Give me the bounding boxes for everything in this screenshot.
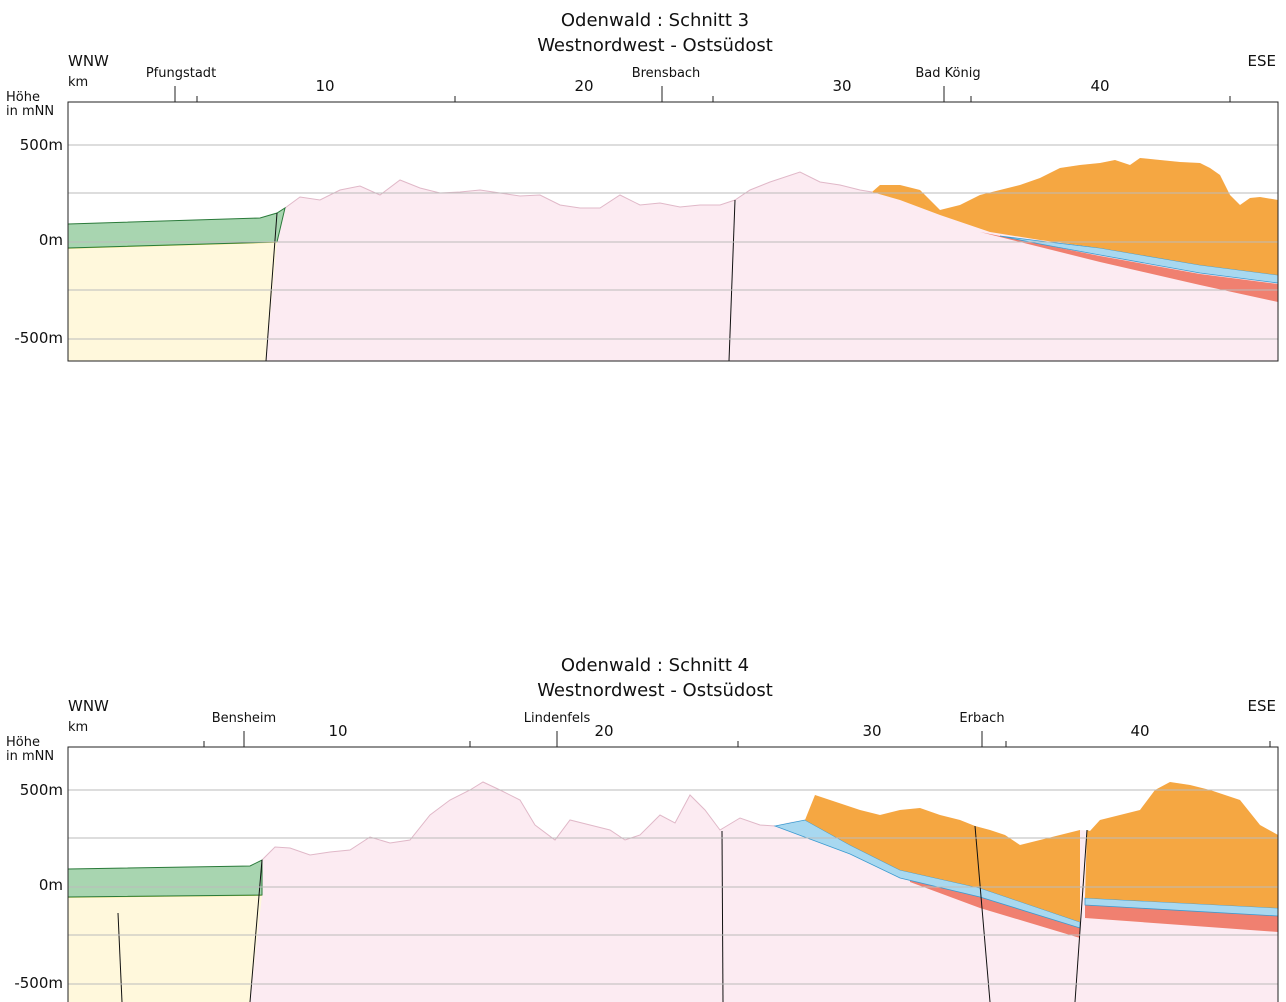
km-label: 20 <box>594 722 613 740</box>
direction-right: ESE <box>1248 52 1276 70</box>
subtitle: Westnordwest - Ostsüdost <box>537 35 773 56</box>
sediment-yellow <box>68 895 262 1002</box>
subtitle: Westnordwest - Ostsüdost <box>537 680 773 701</box>
height-label: Höhe <box>6 90 40 105</box>
km-label: 30 <box>832 77 851 95</box>
place-label: Bensheim <box>212 711 276 726</box>
direction-right: ESE <box>1248 697 1276 715</box>
direction-left: WNW <box>68 52 109 70</box>
height-label: in mNN <box>6 104 54 119</box>
km-label: 20 <box>574 77 593 95</box>
height-tick-label: -500m <box>14 974 63 992</box>
ticks <box>204 731 1270 747</box>
height-tick-label: 0m <box>39 231 63 249</box>
height-tick-label: -500m <box>14 329 63 347</box>
height-label: in mNN <box>6 749 54 764</box>
direction-left: WNW <box>68 697 109 715</box>
title: Odenwald : Schnitt 3 <box>561 10 749 31</box>
place-label: Bad König <box>915 66 980 81</box>
km-label: 40 <box>1130 722 1149 740</box>
km-label: 40 <box>1090 77 1109 95</box>
distance-unit: km <box>68 75 88 90</box>
height-tick-label: 0m <box>39 876 63 894</box>
place-label: Brensbach <box>632 66 701 81</box>
km-label: 10 <box>328 722 347 740</box>
place-label: Pfungstadt <box>146 66 216 81</box>
place-label: Lindenfels <box>524 711 591 726</box>
sediment-yellow <box>68 242 277 361</box>
section-4: Odenwald : Schnitt 4 Westnordwest - Osts… <box>6 655 1278 1002</box>
distance-unit: km <box>68 720 88 735</box>
km-label: 30 <box>862 722 881 740</box>
height-label: Höhe <box>6 735 40 750</box>
height-tick-label: 500m <box>20 781 63 799</box>
km-label: 10 <box>315 77 334 95</box>
section-3: Odenwald : Schnitt 3 Westnordwest - Osts… <box>6 10 1278 361</box>
cross-sections: Odenwald : Schnitt 3 Westnordwest - Osts… <box>0 0 1286 1002</box>
title: Odenwald : Schnitt 4 <box>561 655 749 676</box>
height-tick-label: 500m <box>20 136 63 154</box>
place-label: Erbach <box>959 711 1004 726</box>
